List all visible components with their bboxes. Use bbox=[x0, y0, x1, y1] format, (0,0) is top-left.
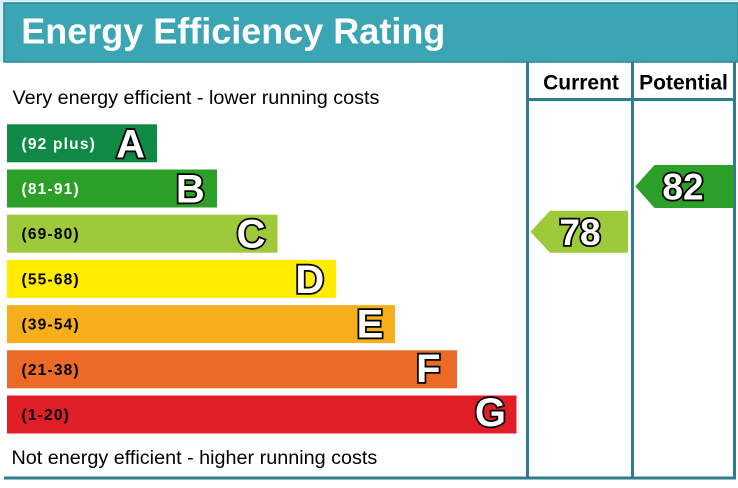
svg-text:(1-20): (1-20) bbox=[22, 407, 71, 424]
svg-text:(81-91): (81-91) bbox=[22, 181, 80, 198]
svg-text:D: D bbox=[295, 258, 324, 302]
svg-text:(69-80): (69-80) bbox=[22, 226, 80, 243]
svg-text:F: F bbox=[416, 347, 440, 391]
svg-text:E: E bbox=[357, 302, 384, 346]
svg-text:A: A bbox=[116, 122, 145, 166]
svg-text:(39-54): (39-54) bbox=[22, 317, 80, 334]
svg-text:(21-38): (21-38) bbox=[22, 362, 80, 379]
svg-text:B: B bbox=[176, 168, 205, 212]
svg-text:Not energy efficient - higher: Not energy efficient - higher running co… bbox=[12, 447, 378, 469]
svg-text:Very energy efficient - lower: Very energy efficient - lower running co… bbox=[13, 87, 380, 109]
svg-text:78: 78 bbox=[559, 212, 600, 253]
svg-text:Current: Current bbox=[543, 72, 619, 95]
svg-text:Potential: Potential bbox=[639, 72, 728, 95]
svg-text:(55-68): (55-68) bbox=[22, 271, 80, 288]
svg-text:G: G bbox=[475, 391, 506, 435]
svg-text:Energy Efficiency Rating: Energy Efficiency Rating bbox=[21, 11, 445, 52]
svg-text:(92 plus): (92 plus) bbox=[22, 136, 97, 153]
svg-text:C: C bbox=[237, 213, 266, 257]
svg-text:82: 82 bbox=[662, 167, 703, 208]
